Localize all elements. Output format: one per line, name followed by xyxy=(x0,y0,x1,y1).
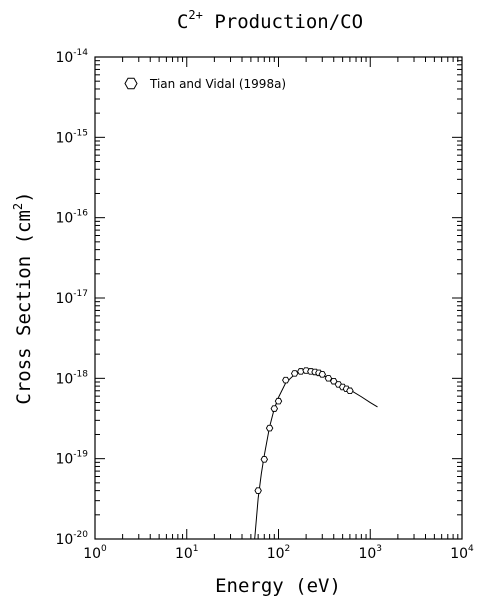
fit-curve-line xyxy=(254,370,378,540)
data-point-hexagon xyxy=(324,375,333,382)
chart-title: C2+ Production/CO xyxy=(177,8,363,33)
chart-title-rest: Production/CO xyxy=(203,11,363,33)
y-axis-label-superscript: 2 xyxy=(11,203,25,210)
y-axis-label: Cross Section (cm2) xyxy=(11,191,35,404)
data-markers xyxy=(254,367,354,494)
data-point-hexagon xyxy=(265,424,274,432)
y-tick-label: 10-18 xyxy=(55,369,88,387)
data-point-hexagon xyxy=(274,397,283,405)
x-tick-label: 104 xyxy=(450,544,474,562)
data-point-hexagon xyxy=(290,370,299,377)
data-point-hexagon xyxy=(346,387,354,394)
y-tick-label: 10-20 xyxy=(55,530,88,548)
y-tick-label: 10-14 xyxy=(55,48,88,66)
legend: Tian and Vidal (1998a) xyxy=(124,77,286,91)
x-tick-labels: 100 101 102 103 104 xyxy=(83,544,474,562)
y-axis-label-end: ) xyxy=(13,191,35,202)
x-tick-label: 100 xyxy=(83,544,107,562)
plot-frame xyxy=(94,56,463,540)
legend-hexagon-marker xyxy=(124,77,138,90)
data-point-hexagon xyxy=(318,371,326,378)
tick-marks xyxy=(94,56,463,540)
data-point-hexagon xyxy=(254,487,262,494)
y-tick-labels: 10-20 10-19 10-18 10-17 10-16 10-15 10-14 xyxy=(55,48,88,548)
x-tick-label: 102 xyxy=(267,544,291,562)
y-tick-label: 10-19 xyxy=(55,450,88,468)
data-point-hexagon xyxy=(270,405,279,412)
data-point-hexagon xyxy=(260,456,269,463)
legend-label: Tian and Vidal (1998a) xyxy=(149,77,286,91)
chart-title-base: C xyxy=(177,11,188,33)
data-point-hexagon xyxy=(297,368,305,375)
y-tick-label: 10-16 xyxy=(55,209,88,227)
x-tick-label: 101 xyxy=(175,544,199,562)
y-axis-label-base: Cross Section (cm xyxy=(13,210,35,404)
x-tick-label: 103 xyxy=(358,544,382,562)
y-tick-label: 10-17 xyxy=(55,289,88,307)
data-point-hexagon xyxy=(282,376,290,384)
x-axis-label: Energy (eV) xyxy=(215,575,341,597)
chart-title-superscript: 2+ xyxy=(188,8,202,22)
y-tick-label: 10-15 xyxy=(55,128,88,146)
